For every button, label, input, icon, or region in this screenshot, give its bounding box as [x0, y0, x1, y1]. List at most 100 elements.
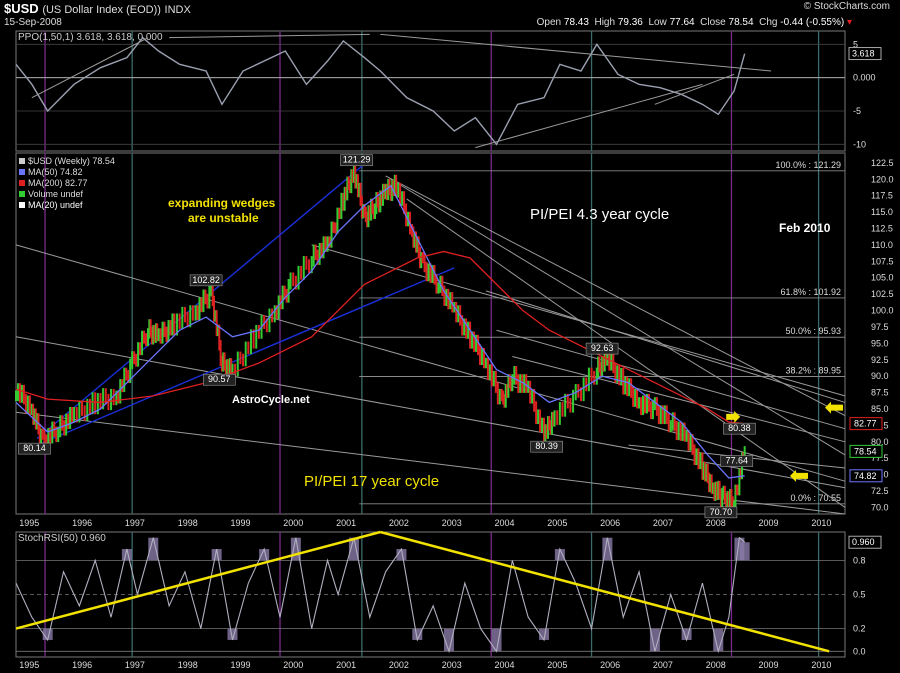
low-label: Low: [648, 17, 667, 28]
ppo-value-tag: [848, 47, 882, 61]
ppo-trendline-3: [475, 83, 703, 149]
price-x-tick: 2007: [653, 518, 673, 528]
price-label-box: [530, 440, 563, 453]
rsi-overbought-fill: [121, 549, 132, 561]
rsi-x-tick: 2004: [495, 660, 515, 670]
current-tag: [849, 444, 883, 458]
annotation-cycle-43: PI/PEI 4.3 year cycle: [530, 206, 669, 223]
trendline-4: [485, 290, 846, 403]
rsi-oversold-fill: [539, 628, 550, 640]
yellow-arrow-icon-0: [726, 410, 741, 423]
price-label: 102.82: [192, 275, 220, 285]
annotation-target: Feb 2010: [779, 221, 831, 235]
ppo-value-label: 3.618: [852, 49, 875, 59]
rsi-overbought-fill: [290, 537, 301, 561]
annotation-wedge-2: are unstable: [188, 211, 259, 225]
rsi-y-tick: 0.8: [853, 555, 866, 565]
panel-frame-1: [15, 152, 846, 515]
price-x-tick: 2006: [600, 518, 620, 528]
rsi-oversold-fill: [227, 628, 238, 640]
legend-entry: MA(200) 82.77: [28, 178, 88, 188]
rsi-x-tick: 1995: [19, 660, 39, 670]
ppo-y-tick: -10: [853, 139, 866, 149]
annotation-cycle-17: PI/PEI 17 year cycle: [304, 473, 439, 490]
price-y-tick: 122.5: [871, 158, 894, 168]
cycle-17-rise-line: [15, 530, 381, 630]
rsi-overbought-fill: [211, 549, 222, 561]
trendline-3: [390, 178, 846, 456]
price-label-box: [704, 506, 738, 519]
price-label-box: [189, 274, 223, 287]
trendline-9: [512, 355, 846, 443]
price-x-tick: 2001: [336, 518, 356, 528]
price-y-tick: 102.5: [871, 289, 894, 299]
price-y-tick: 112.5: [871, 223, 893, 233]
rsi-x-tick: 2003: [442, 660, 462, 670]
current-tag-label: 74.82: [854, 471, 877, 481]
brand-label: © StockCharts.com: [803, 1, 890, 12]
price-y-tick: 115.0: [871, 207, 893, 217]
price-x-tick: 2010: [811, 518, 831, 528]
trendline-8: [496, 329, 846, 430]
price-label-box: [340, 154, 373, 167]
ppo-y-tick: 5: [853, 39, 858, 49]
rsi-x-tick: 2010: [811, 660, 831, 670]
price-y-tick: 90.0: [871, 371, 889, 381]
fib-label: 100.0% : 121.29: [775, 160, 841, 170]
price-label: 70.70: [710, 507, 733, 517]
fib-label: 38.2% : 89.95: [785, 365, 841, 375]
symbol: $USD: [4, 1, 39, 16]
price-label: 80.38: [728, 423, 751, 433]
fib-label: 0.0% : 70.55: [790, 493, 841, 503]
ppo-trendline-2: [380, 33, 772, 72]
rsi-overbought-fill: [739, 542, 750, 561]
rsi-overbought-fill: [348, 537, 359, 561]
rsi-x-tick: 1996: [72, 660, 92, 670]
price-y-tick: 105.0: [871, 273, 894, 283]
current-tag-label: 78.54: [854, 446, 877, 456]
rsi-x-tick: 2008: [706, 660, 726, 670]
ppo-y-tick: 0.000: [853, 73, 876, 83]
price-x-tick: 2005: [547, 518, 567, 528]
rsi-oversold-fill: [412, 628, 423, 640]
price-y-tick: 97.5: [871, 322, 889, 332]
rsi-x-tick: 2001: [336, 660, 356, 670]
price-y-tick: 85.0: [871, 404, 889, 414]
annotation-site: AstroCycle.net: [232, 394, 310, 406]
price-label: 80.39: [535, 441, 558, 451]
rsi-overbought-fill: [602, 537, 613, 561]
price-x-tick: 1997: [125, 518, 145, 528]
rsi-oversold-fill: [649, 628, 660, 652]
legend-swatch: [19, 169, 25, 175]
price-y-tick: 95.0: [871, 338, 889, 348]
rsi-y-tick: 0.5: [853, 590, 866, 600]
rsi-x-tick: 2002: [389, 660, 409, 670]
rsi-oversold-fill: [443, 628, 454, 652]
chart-date: 15-Sep-2008: [4, 17, 62, 28]
price-x-tick: 2009: [759, 518, 779, 528]
open-value: 78.43: [563, 17, 589, 28]
trendline-6: [15, 244, 846, 482]
rsi-overbought-fill: [734, 537, 745, 561]
chg-value: -0.44 (-0.55%): [780, 17, 845, 28]
ppo-legend: PPO(1,50,1) 3.618, 3.618, 0.000: [18, 32, 163, 43]
legend-swatch: [19, 180, 25, 186]
rsi-line: [15, 536, 746, 654]
price-x-tick: 2004: [495, 518, 515, 528]
trendline-1: [15, 411, 846, 515]
price-label: 92.63: [591, 343, 614, 353]
legend-swatch: [19, 191, 25, 197]
trendline-2: [385, 175, 846, 416]
price-label-box: [723, 422, 756, 435]
price-label-box: [18, 442, 51, 455]
rsi-overbought-fill: [148, 537, 159, 561]
chart-title: $USD (US Dollar Index (EOD)) INDX: [4, 1, 191, 16]
ppo-trendline-0: [31, 37, 149, 99]
fib-label: 50.0% : 95.93: [785, 326, 841, 336]
price-y-tick: 92.5: [871, 355, 889, 365]
legend-swatch: [19, 202, 25, 208]
close-label: Close: [700, 17, 726, 28]
price-y-tick: 107.5: [871, 256, 894, 266]
price-label: 80.14: [23, 443, 46, 453]
